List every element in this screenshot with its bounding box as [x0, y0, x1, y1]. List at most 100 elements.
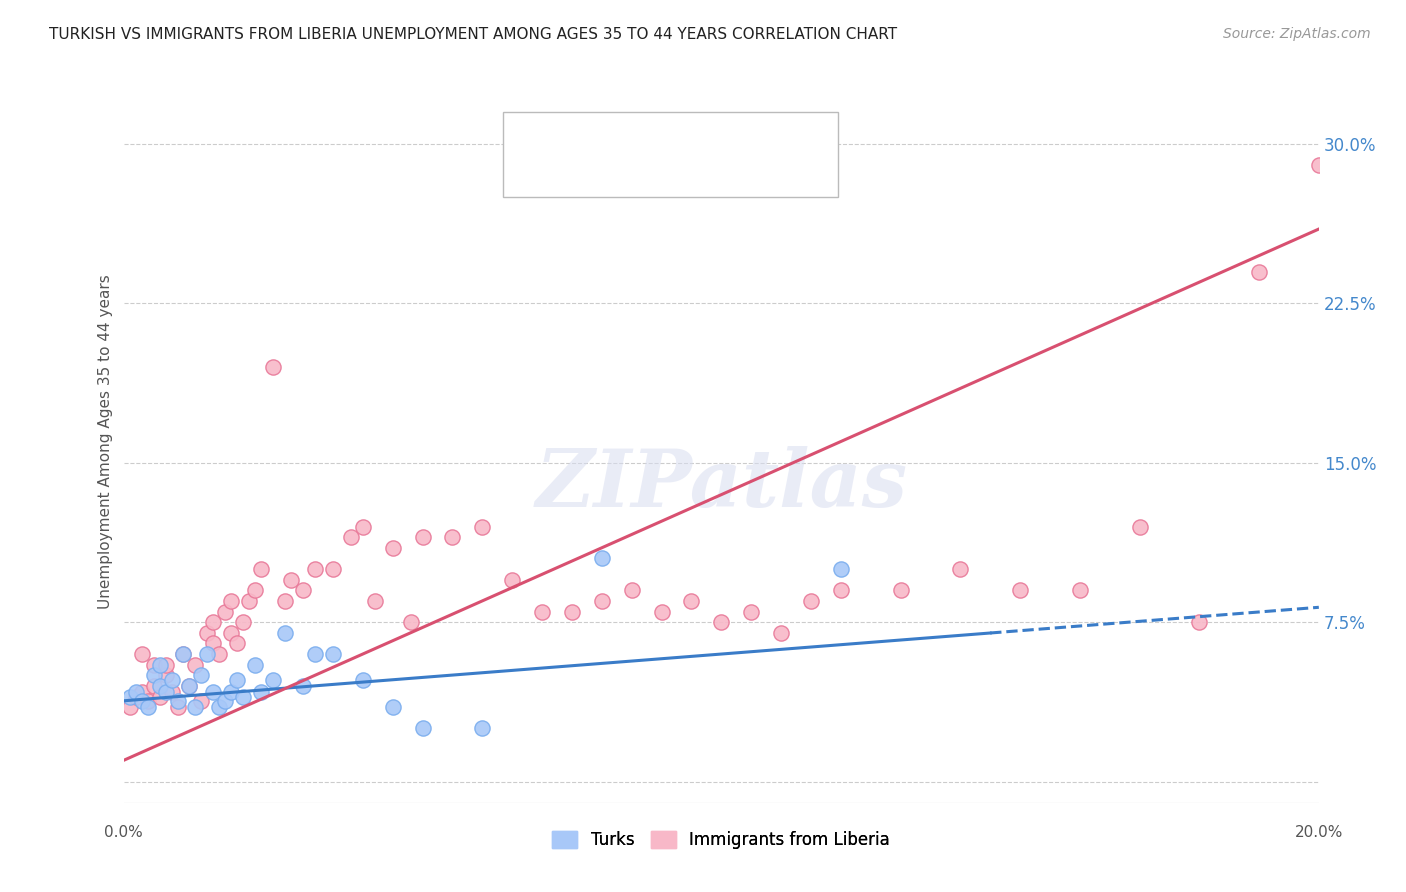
Text: R =: R = [560, 165, 595, 179]
Point [800, 594, 823, 608]
Point [142, 668, 165, 682]
Point [172, 647, 194, 661]
Point [202, 615, 225, 630]
Point [471, 519, 494, 533]
Point [441, 530, 464, 544]
Point [1308, 158, 1330, 172]
Point [1129, 519, 1152, 533]
Point [274, 625, 297, 640]
Point [740, 605, 762, 619]
Point [124, 685, 148, 699]
Point [219, 625, 242, 640]
Point [136, 694, 159, 708]
Point [830, 562, 852, 576]
FancyBboxPatch shape [519, 123, 547, 141]
Point [226, 673, 249, 687]
Point [890, 583, 912, 598]
Point [830, 583, 852, 598]
Point [710, 615, 733, 630]
Point [166, 694, 188, 708]
Text: 0.0%: 0.0% [104, 825, 143, 839]
Point [340, 530, 363, 544]
Point [399, 615, 422, 630]
Text: N =: N = [661, 165, 707, 179]
Point [381, 700, 404, 714]
Point [179, 679, 201, 693]
Y-axis label: Unemployment Among Ages 35 to 44 years: Unemployment Among Ages 35 to 44 years [97, 274, 112, 609]
Point [190, 694, 212, 708]
Point [620, 583, 643, 598]
Point [363, 594, 385, 608]
Point [219, 685, 242, 699]
Point [770, 625, 793, 640]
Point [179, 679, 201, 693]
Point [155, 668, 177, 682]
Point [142, 679, 165, 693]
Point [304, 562, 326, 576]
Point [292, 679, 315, 693]
Point [1008, 583, 1031, 598]
Point [262, 360, 284, 375]
Point [184, 700, 207, 714]
Point [262, 673, 284, 687]
Point [591, 594, 613, 608]
Point [184, 657, 207, 672]
Point [195, 625, 219, 640]
Point [681, 594, 703, 608]
Point [142, 657, 165, 672]
Text: R =: R = [560, 128, 595, 142]
Point [202, 636, 225, 650]
Point [245, 657, 267, 672]
Point [232, 615, 254, 630]
FancyBboxPatch shape [519, 161, 547, 178]
Point [131, 694, 153, 708]
Point [118, 700, 141, 714]
Point [591, 551, 613, 566]
Text: TURKISH VS IMMIGRANTS FROM LIBERIA UNEMPLOYMENT AMONG AGES 35 TO 44 YEARS CORREL: TURKISH VS IMMIGRANTS FROM LIBERIA UNEMP… [49, 27, 897, 42]
Point [250, 562, 273, 576]
Point [381, 541, 404, 555]
Point [124, 690, 148, 704]
Point [352, 519, 374, 533]
Text: N =: N = [661, 128, 707, 142]
Point [352, 673, 374, 687]
Point [160, 673, 183, 687]
Point [501, 573, 523, 587]
Text: ZIPatlas: ZIPatlas [536, 446, 907, 524]
Point [531, 605, 554, 619]
Point [471, 722, 494, 736]
Text: 20.0%: 20.0% [1295, 825, 1343, 839]
Point [155, 657, 177, 672]
Point [1188, 615, 1211, 630]
Point [250, 685, 273, 699]
Point [1249, 264, 1271, 278]
Point [131, 647, 153, 661]
Text: 0.183: 0.183 [605, 128, 655, 142]
Point [195, 647, 219, 661]
Point [650, 605, 672, 619]
Point [238, 594, 260, 608]
Point [322, 647, 344, 661]
Point [292, 583, 315, 598]
Point [214, 605, 236, 619]
Point [172, 647, 194, 661]
Text: 62: 62 [717, 165, 740, 179]
Point [219, 594, 242, 608]
Point [208, 700, 231, 714]
Point [190, 668, 212, 682]
Point [304, 647, 326, 661]
Point [149, 679, 172, 693]
Point [149, 657, 172, 672]
Point [280, 573, 302, 587]
Point [202, 685, 225, 699]
Point [274, 594, 297, 608]
Point [208, 647, 231, 661]
Point [160, 685, 183, 699]
Point [322, 562, 344, 576]
Point [226, 636, 249, 650]
Text: 0.610: 0.610 [605, 165, 655, 179]
Point [166, 700, 188, 714]
Text: Source: ZipAtlas.com: Source: ZipAtlas.com [1223, 27, 1371, 41]
Point [136, 700, 159, 714]
Point [561, 605, 583, 619]
